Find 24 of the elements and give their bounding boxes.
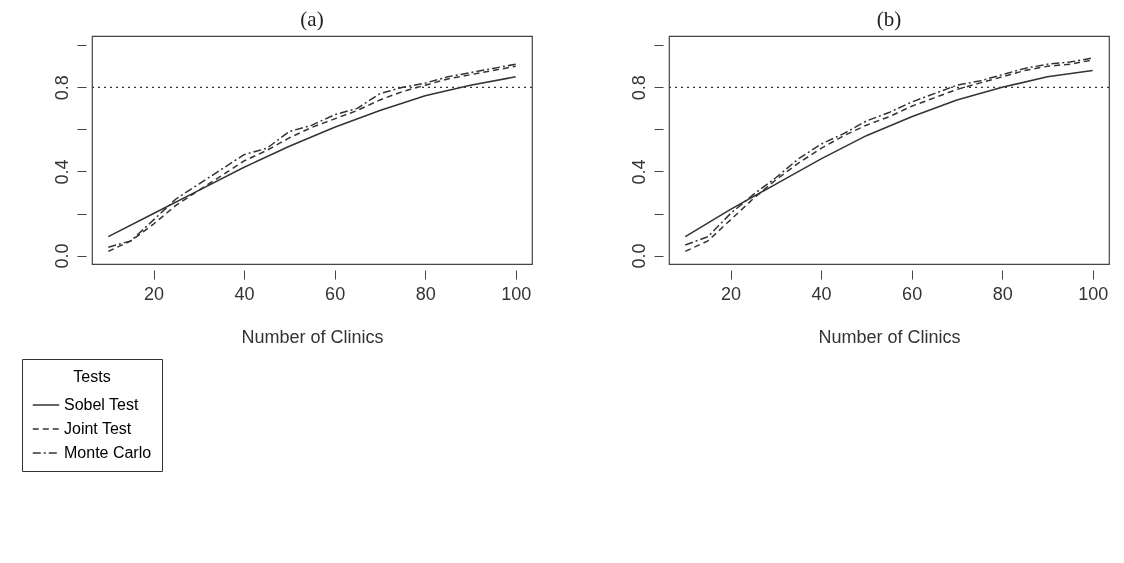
y-tick-label: 0.8	[628, 75, 649, 101]
x-tick-label: 20	[721, 283, 742, 304]
y-tick-label: 0.0	[628, 243, 649, 269]
x-tick-label: 40	[811, 283, 832, 304]
y-tick-label: 0.8	[51, 75, 72, 101]
y-tick-label: 0.0	[51, 243, 72, 269]
x-tick-label: 60	[325, 283, 346, 304]
y-tick-label: 0.4	[51, 159, 72, 185]
x-tick-label: 20	[144, 283, 165, 304]
x-tick-label: 100	[501, 283, 532, 304]
x-tick-label: 80	[992, 283, 1013, 304]
chart-title: (b)	[876, 7, 902, 31]
legend-label: Monte Carlo	[64, 444, 152, 461]
x-tick-label: 40	[234, 283, 255, 304]
chart-title: (a)	[300, 7, 324, 31]
y-tick-label: 0.4	[628, 159, 649, 185]
x-axis-title: Number of Clinics	[241, 326, 384, 347]
x-axis-title: Number of Clinics	[818, 326, 961, 347]
legend-label: Joint Test	[64, 420, 132, 437]
legend-label: Sobel Test	[64, 396, 139, 413]
x-tick-label: 80	[415, 283, 436, 304]
legend-title: Tests	[73, 368, 111, 385]
x-tick-label: 100	[1078, 283, 1109, 304]
x-tick-label: 60	[902, 283, 923, 304]
